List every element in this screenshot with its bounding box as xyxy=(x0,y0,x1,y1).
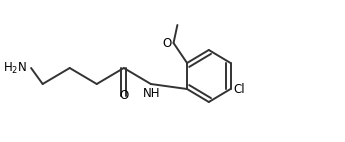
Text: O: O xyxy=(162,36,171,50)
Text: O: O xyxy=(119,89,128,102)
Text: H$_2$N: H$_2$N xyxy=(3,60,27,76)
Text: NH: NH xyxy=(143,87,160,100)
Text: Cl: Cl xyxy=(234,83,245,96)
